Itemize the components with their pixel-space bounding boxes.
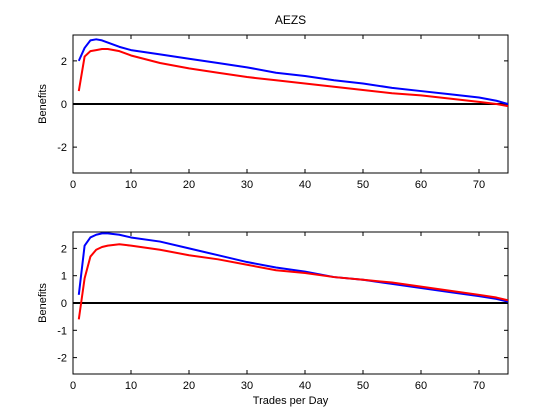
- y-tick-label: 0: [61, 298, 67, 310]
- y-tick-label: -1: [57, 325, 67, 337]
- y-tick-label: -2: [57, 353, 67, 365]
- y-axis-label: Benefits: [37, 84, 49, 124]
- x-axis-label: Trades per Day: [253, 395, 329, 407]
- series-line-1: [77, 232, 508, 303]
- series-line-2: [77, 243, 508, 320]
- chart-panel-1: 0 10 20 30 40 50 60 70 -2 0 2 AEZS Benefits: [37, 13, 509, 191]
- y-tick-label: -2: [57, 142, 67, 154]
- x-tick-label: 60: [415, 380, 427, 392]
- series-line-2: [77, 48, 508, 108]
- x-tick-label: 10: [125, 179, 137, 191]
- x-tick-label: 70: [473, 380, 485, 392]
- chart-title: AEZS: [275, 13, 306, 27]
- x-tick-label: 40: [299, 380, 311, 392]
- x-tick-label: 30: [241, 380, 253, 392]
- series-line-1: [77, 38, 508, 105]
- x-tick-label: 50: [357, 380, 369, 392]
- y-tick-label: 2: [61, 243, 67, 255]
- x-tick-label: 30: [241, 179, 253, 191]
- y-tick-label: 2: [61, 56, 67, 68]
- x-tick-label: 10: [125, 380, 137, 392]
- y-tick-label: 0: [61, 99, 67, 111]
- x-tick-label: 40: [299, 179, 311, 191]
- chart-panel-2: 0 10 20 30 40 50 60 70 -2 -1 0 1 2 Benefits Trades per…: [37, 231, 509, 407]
- x-tick-label: 70: [473, 179, 485, 191]
- x-tick-label: 60: [415, 179, 427, 191]
- x-tick-label: 20: [183, 380, 195, 392]
- x-tick-label: 20: [183, 179, 195, 191]
- y-tick-label: 1: [61, 271, 67, 283]
- y-axis-label: Benefits: [37, 283, 49, 323]
- x-tick-label: 0: [70, 380, 76, 392]
- x-tick-label: 0: [70, 179, 76, 191]
- x-tick-label: 50: [357, 179, 369, 191]
